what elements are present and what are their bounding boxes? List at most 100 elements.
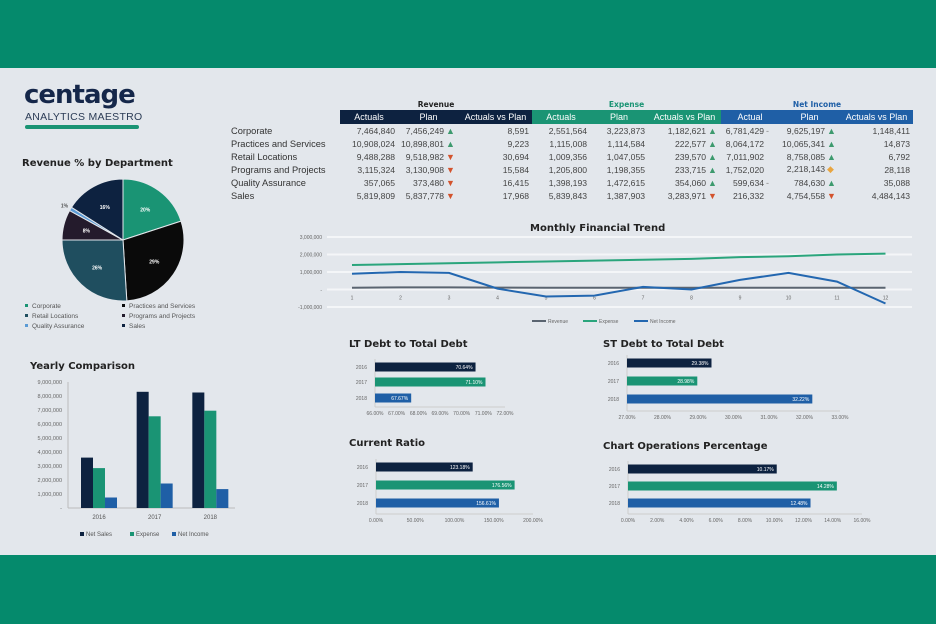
table-cell: 9,223 <box>459 137 532 150</box>
cell-value: 216,332 <box>732 190 765 201</box>
line-net-income <box>351 270 886 305</box>
operations-title: Chart Operations Percentage <box>603 441 768 452</box>
cell-value: 10,065,341 <box>782 138 826 149</box>
st-debt-title: ST Debt to Total Debt <box>603 339 724 350</box>
bar-data-label: 123.18% <box>450 465 470 471</box>
legend-label: Practices and Services <box>129 303 196 310</box>
pie-data-label: 1% <box>61 203 69 209</box>
cell-value: 7,456,249 <box>405 125 445 136</box>
cell-value: 3,223,873 <box>606 125 646 136</box>
legend-label: Quality Assurance <box>32 323 85 330</box>
x-tick-label: 150.00% <box>484 518 504 524</box>
bar-expense <box>148 416 161 508</box>
row-label: Retail Locations <box>231 151 298 162</box>
legend-label: Revenue <box>548 319 568 325</box>
x-tick-label: 10 <box>786 296 792 302</box>
table-cell: 6,792 <box>840 150 913 163</box>
x-tick-label: 30.00% <box>725 415 743 421</box>
x-tick-label: 4.00% <box>679 518 694 524</box>
y-tick-label: 2018 <box>609 501 620 507</box>
cell-value: 10,908,024 <box>351 138 395 149</box>
up-arrow-icon: ▲ <box>827 177 836 188</box>
table-cell: 222,577 ▲ <box>648 137 721 150</box>
table-cell: 1,148,411 <box>840 124 913 137</box>
table-cell: 10,065,341 ▲ <box>779 137 840 150</box>
cell-value: 1,205,800 <box>548 164 588 175</box>
table-cell: 1,752,020 <box>721 163 779 176</box>
pie-slice <box>122 220 185 302</box>
table-cell: 7,464,840 <box>340 124 398 137</box>
legend-label: Net Income <box>178 532 209 538</box>
cell-value: 9,625,197 <box>786 125 826 136</box>
y-tick-label: - <box>60 506 62 512</box>
cell-value: 16,415 <box>502 177 530 188</box>
bar-2018 <box>375 393 412 403</box>
x-tick-label: 4 <box>496 296 499 302</box>
logo-tagline: ANALYTICS MAESTRO <box>25 111 143 123</box>
y-tick-label: 1,000,000 <box>300 270 322 276</box>
bar-2018 <box>627 394 813 404</box>
table-cell: 9,488,288 <box>340 150 398 163</box>
dash-arrow-icon: - <box>766 125 770 136</box>
group-net-income: Net Income <box>792 99 842 109</box>
pie-slice <box>122 178 182 241</box>
cell-value: 1,115,008 <box>549 138 588 149</box>
x-tick-label: 31.00% <box>761 415 779 421</box>
cell-value: 5,837,778 <box>405 190 445 201</box>
column-header: Actuals <box>532 110 591 124</box>
x-tick-label: 6.00% <box>709 518 724 524</box>
bar-data-label: 70.64% <box>456 365 474 371</box>
cell-value: 1,472,615 <box>606 177 646 188</box>
x-tick-label: 29.00% <box>690 415 708 421</box>
group-revenue: Revenue <box>417 99 455 109</box>
table-cell: 5,819,809 <box>340 189 398 202</box>
bar-data-label: 156.61% <box>476 501 496 507</box>
cell-value: 1,387,903 <box>606 190 646 201</box>
table-cell: 1,387,903 <box>590 189 648 202</box>
y-tick-label: -1,000,000 <box>298 305 322 311</box>
x-tick-label: 1 <box>351 296 354 302</box>
table-cell: 1,182,621 ▲ <box>648 124 721 137</box>
up-arrow-icon: ▲ <box>827 151 836 162</box>
cell-value: 239,570 <box>674 151 707 162</box>
column-header: Plan <box>590 110 649 124</box>
x-tick-label: 2017 <box>148 515 162 521</box>
bar-data-label: 71.10% <box>466 380 484 386</box>
bar-2018 <box>628 498 811 508</box>
y-tick-label: 2017 <box>356 380 367 386</box>
current-ratio-title: Current Ratio <box>349 438 426 449</box>
x-tick-label: 12 <box>883 296 889 302</box>
table-row: Retail Locations 9,488,288 9,518,982 ▼ 30,69… <box>228 150 913 163</box>
line-expense <box>351 252 886 266</box>
bar-data-label: 29.38% <box>692 361 710 367</box>
x-tick-label: 0.00% <box>369 518 384 524</box>
pie-data-label: 8% <box>83 229 91 235</box>
table-cell: 7,456,249 ▲ <box>398 124 459 137</box>
cell-value: 3,283,971 <box>667 190 707 201</box>
table-cell: 599,634- <box>721 176 779 189</box>
y-tick-label: 2016 <box>356 365 367 371</box>
table-cell: 5,837,778 ▼ <box>398 189 459 202</box>
cell-value: 357,065 <box>363 177 395 188</box>
cell-value: 8,591 <box>507 125 530 136</box>
y-tick-label: 7,000,000 <box>38 408 62 414</box>
table-cell: 233,715 ▲ <box>648 163 721 176</box>
x-tick-label: 8 <box>690 296 693 302</box>
y-tick-label: 6,000,000 <box>38 422 62 428</box>
y-tick-label: 3,000,000 <box>300 235 322 241</box>
x-tick-label: 12.00% <box>795 518 813 524</box>
cell-value: 784,630 <box>793 177 826 188</box>
table-cell: 239,570 ▲ <box>648 150 721 163</box>
row-label: Sales <box>231 190 255 201</box>
bar-data-label: 28.98% <box>677 379 695 385</box>
x-tick-label: 28.00% <box>654 415 672 421</box>
yearly-title: Yearly Comparison <box>30 361 136 372</box>
x-tick-label: 70.00% <box>453 411 471 417</box>
cell-value: 222,577 <box>674 138 707 149</box>
cell-value: 15,584 <box>502 164 530 175</box>
table-cell: 2,551,564 <box>532 124 590 137</box>
y-tick-label: 2016 <box>608 361 619 367</box>
up-arrow-icon: ▲ <box>708 151 717 162</box>
row-label: Quality Assurance <box>231 177 306 188</box>
operations-chart: 10.17% 2016 14.28% 2017 12.48% 2018 0.00% 2.00%… <box>609 461 871 524</box>
